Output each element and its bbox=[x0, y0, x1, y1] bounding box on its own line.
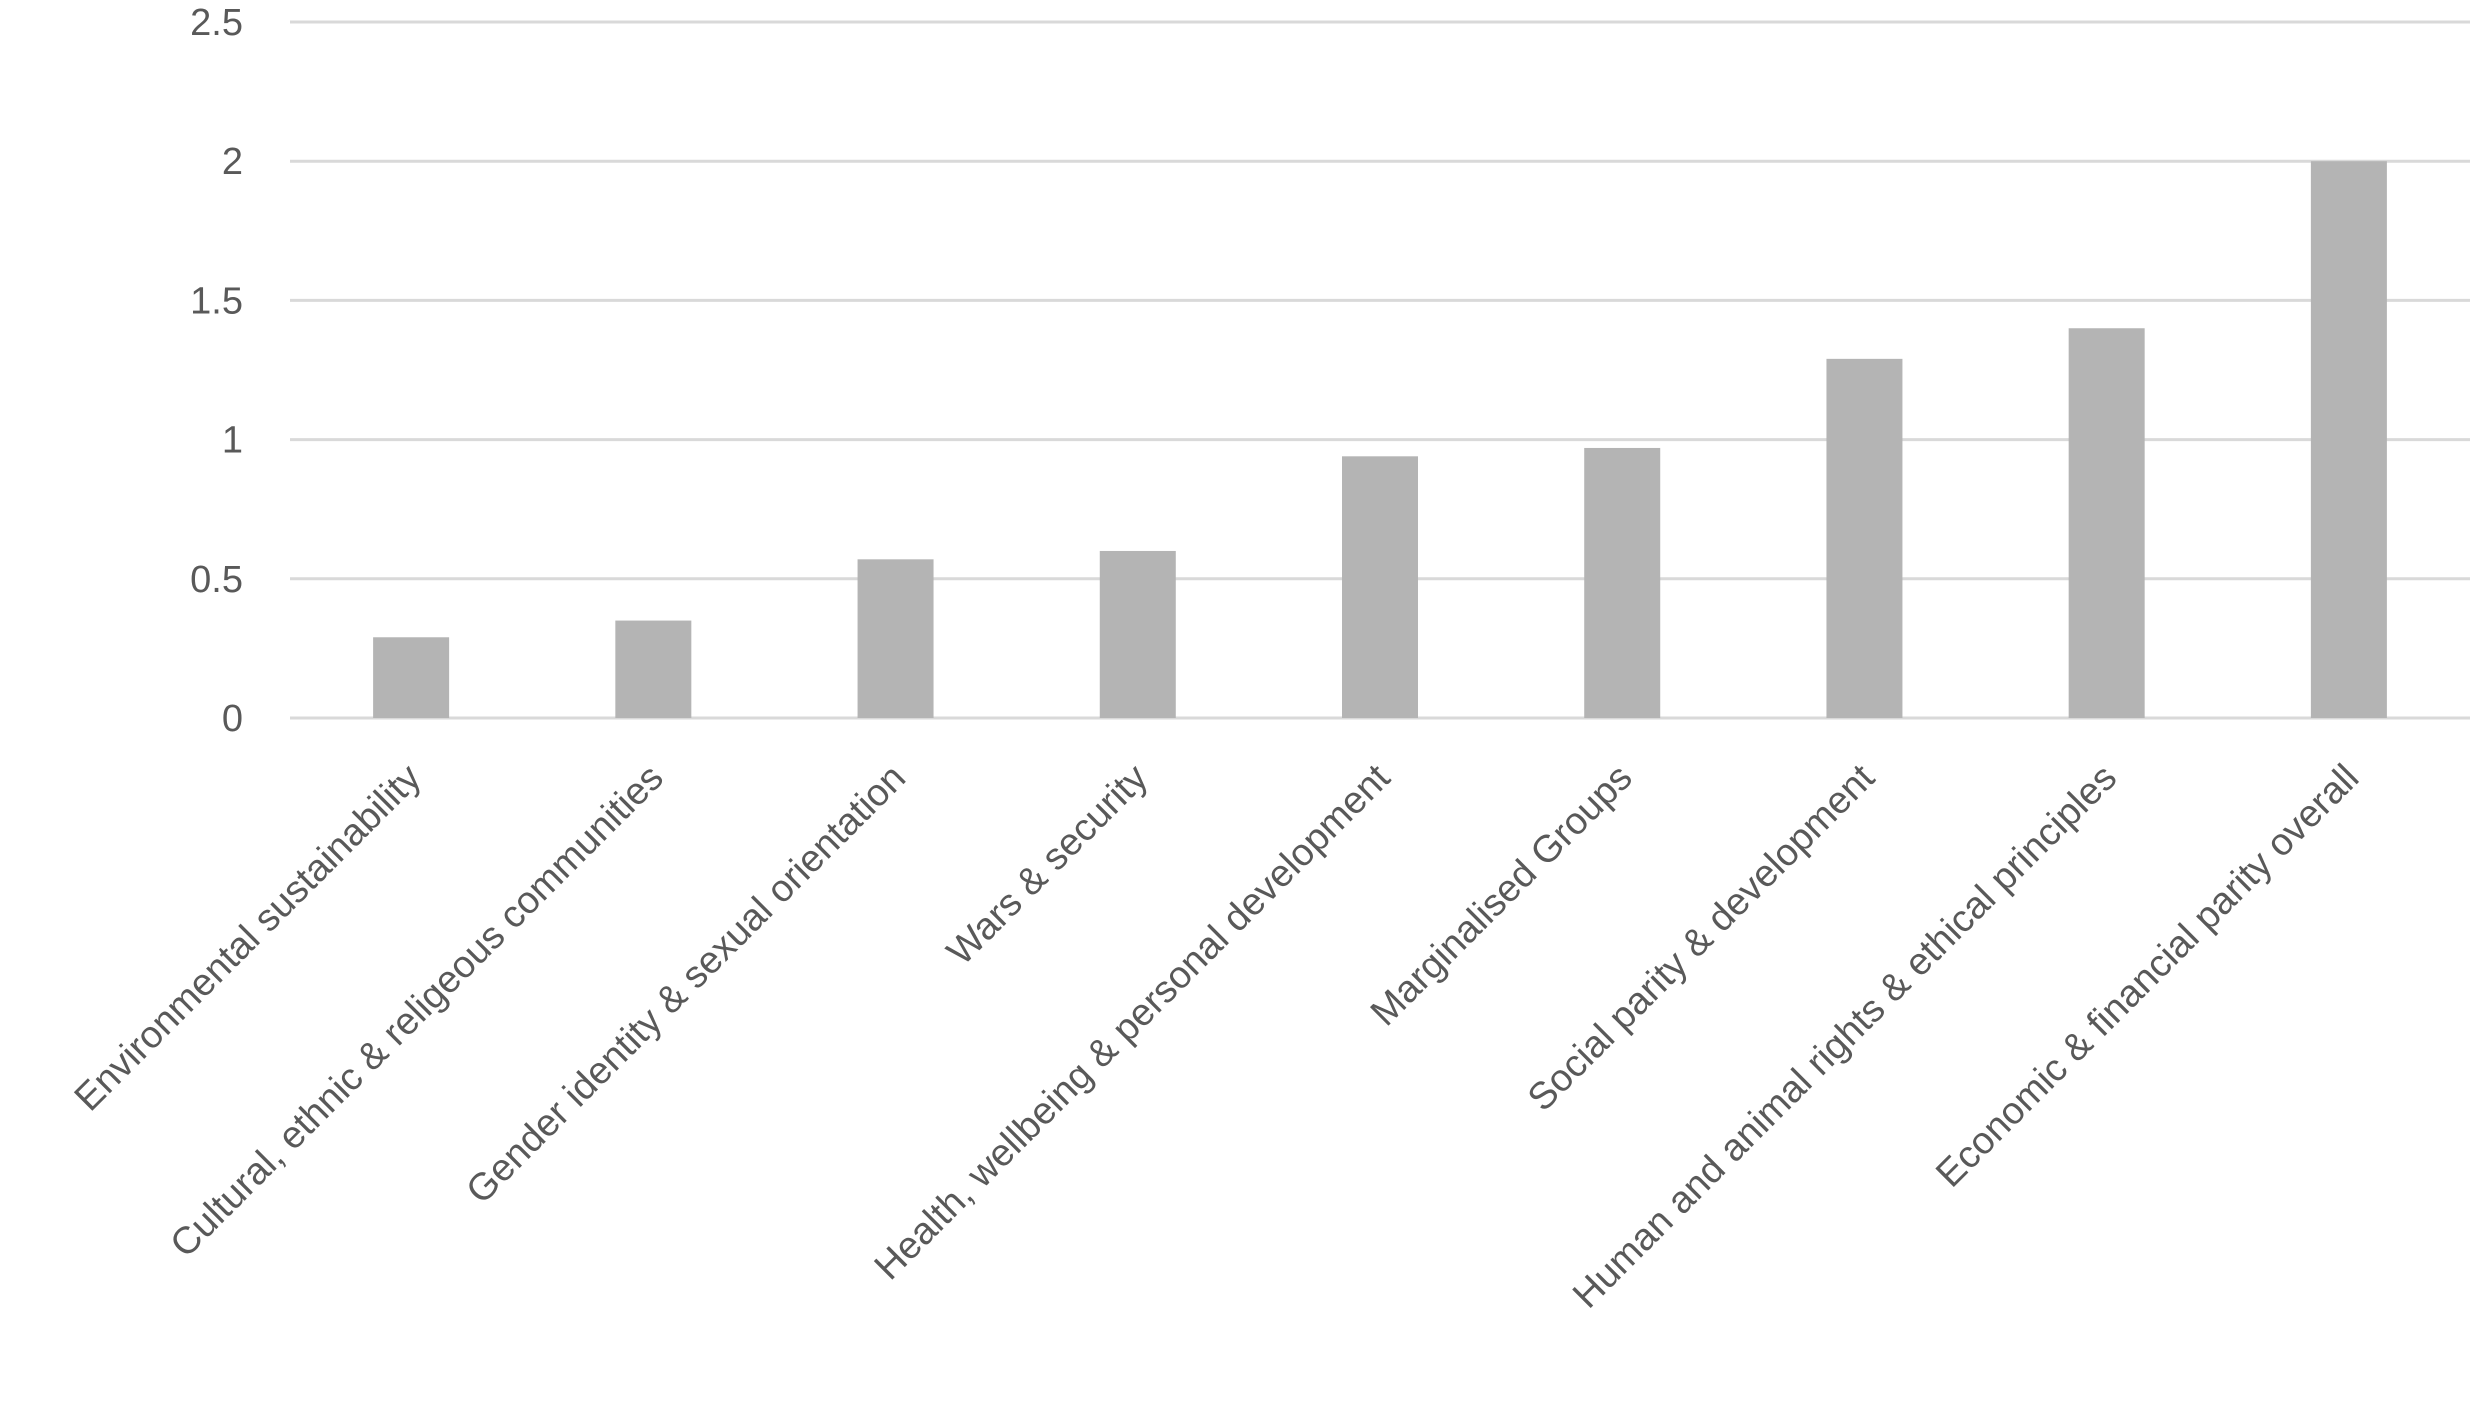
y-axis-ticks: 0 0.5 1 1.5 2 2.5 bbox=[190, 2, 243, 740]
bar bbox=[2310, 161, 2387, 718]
y-tick-label: 2.5 bbox=[190, 2, 243, 44]
bars bbox=[373, 161, 2387, 718]
bar bbox=[1099, 550, 1176, 718]
bar bbox=[1342, 456, 1418, 718]
bar bbox=[857, 559, 934, 718]
y-tick-label: 2 bbox=[222, 141, 243, 183]
bar bbox=[1584, 447, 1661, 718]
y-tick-label: 0 bbox=[222, 698, 243, 740]
y-tick-label: 0.5 bbox=[190, 559, 243, 601]
y-tick-label: 1 bbox=[222, 420, 243, 462]
bar bbox=[1826, 358, 1903, 718]
x-category-label: Wars & security bbox=[939, 757, 1156, 974]
bar bbox=[2068, 328, 2145, 718]
x-category-label: Health, wellbeing & personal development bbox=[867, 756, 1399, 1288]
x-category-label: Gender identity & sexual orientation bbox=[459, 757, 914, 1212]
x-category-label: Cultural, ethnic & religeous communities bbox=[163, 757, 672, 1266]
bar bbox=[373, 637, 450, 718]
y-tick-label: 1.5 bbox=[190, 280, 243, 322]
bar bbox=[615, 620, 692, 718]
x-category-label: Marginalised Groups bbox=[1363, 757, 1641, 1035]
x-category-label: Economic & financial parity overall bbox=[1928, 757, 2367, 1196]
x-category-label: Human and animal rights & ethical princi… bbox=[1565, 757, 2125, 1317]
